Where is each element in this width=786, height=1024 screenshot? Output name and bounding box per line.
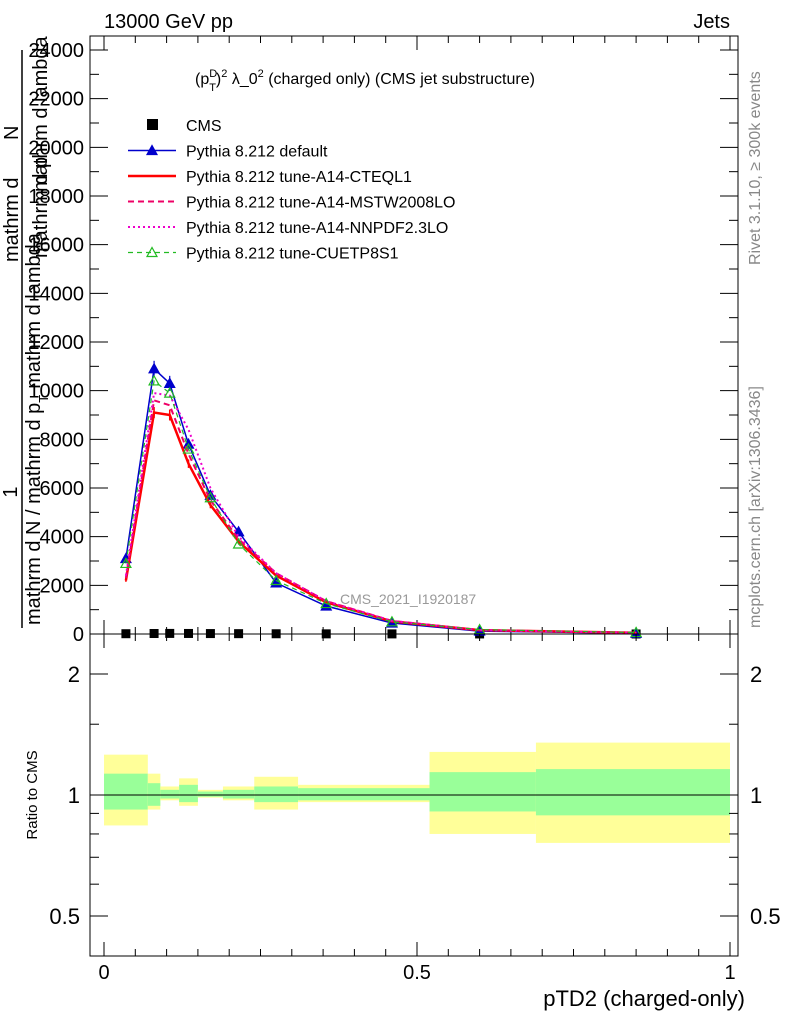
y-tick-label: 24000: [28, 40, 84, 62]
point-marker: [232, 525, 245, 537]
legend-label: Pythia 8.212 tune-A14-CTEQL1: [186, 169, 412, 186]
title-open: (p: [195, 71, 209, 88]
band-inner: [429, 772, 536, 812]
series-cuetp8s1: [119, 374, 643, 638]
ylabel-denominator: mathrm d N / mathrm d pTmathrm d lambda: [23, 232, 51, 625]
watermark: CMS_2021_I1920187: [340, 591, 476, 607]
ratio-y-tick-label: 1: [68, 783, 80, 808]
x-tick-label: 0: [98, 962, 109, 984]
band-inner: [160, 789, 180, 799]
cms-point: [184, 628, 194, 638]
ratio-y-tick-label-right: 2: [750, 662, 762, 687]
y-tick-label: 10000: [28, 381, 84, 403]
band-inner: [222, 789, 255, 799]
ylabel-num-d: mathrm d: [1, 178, 23, 262]
legend-label: Pythia 8.212 tune-CUETP8S1: [186, 246, 399, 263]
band-inner: [254, 786, 299, 803]
series-line: [125, 379, 637, 634]
y-tick-label: 4000: [40, 527, 85, 549]
point-marker: [385, 615, 398, 627]
y-tick-label: 14000: [28, 283, 84, 305]
legend-label: Pythia 8.212 tune-A14-NNPDF2.3LO: [186, 220, 448, 237]
ratio-y-tick-label: 0.5: [49, 904, 80, 929]
ylabel-den-sub: T: [36, 395, 51, 403]
legend-label: Pythia 8.212 tune-A14-MSTW2008LO: [186, 195, 455, 212]
y-tick-label: 16000: [28, 235, 84, 257]
ratio-panel: 0.5 0.5 1 1 2 2 0 0.5 1 Ratio to CMS pTD2 (charg…: [24, 633, 781, 1011]
legend-marker: [145, 246, 159, 258]
band-inner: [147, 783, 161, 806]
title-sq: 2: [221, 68, 227, 80]
legend-label: CMS: [186, 118, 222, 135]
ylabel-num-dl: mathrm d lambda: [30, 36, 52, 192]
legend: CMS Pythia 8.212 default Pythia 8.212 tune…: [128, 118, 455, 263]
y-tick-label: 12000: [28, 332, 84, 354]
x-tick-label: 1: [724, 962, 735, 984]
ratio-ticks: 0.5 0.5 1 1 2 2 0 0.5 1: [49, 634, 781, 984]
mcplots-label: mcplots.cern.ch [arXiv:1306.3436]: [747, 386, 764, 628]
plot-title: (pD T)2 λ_02 (charged only) (CMS jet subs…: [195, 68, 535, 94]
point-marker: [232, 537, 245, 549]
title-sup: D: [209, 68, 217, 80]
title-rest: (charged only) (CMS jet substructure): [264, 71, 535, 88]
ylabel-den-main: mathrm d N / mathrm d p: [23, 403, 45, 625]
band-inner: [179, 784, 198, 803]
point-marker: [270, 574, 283, 586]
ratio-y-tick-label-right: 0.5: [750, 904, 781, 929]
ratio-bands: [104, 742, 730, 843]
legend-item-a14_nnpdf: Pythia 8.212 tune-A14-NNPDF2.3LO: [128, 220, 448, 237]
header-right: Jets: [693, 11, 730, 33]
legend-item-a14_mstw: Pythia 8.212 tune-A14-MSTW2008LO: [128, 195, 455, 212]
ratio-y-tick-label: 2: [68, 662, 80, 687]
ylabel-den-lambda: mathrm d lambda: [23, 232, 45, 388]
point-marker: [119, 557, 132, 569]
band-inner: [197, 791, 223, 797]
ratio-y-tick-label-right: 1: [750, 783, 762, 808]
legend-label: Pythia 8.212 default: [186, 144, 328, 161]
legend-item-default: Pythia 8.212 default: [128, 144, 328, 161]
x-axis-label: pTD2 (charged-only): [543, 986, 745, 1011]
band-inner: [104, 773, 148, 810]
y-tick-label: 8000: [40, 429, 85, 451]
y-tick-label: 18000: [28, 186, 84, 208]
legend-marker: [147, 119, 158, 130]
ratio-y-label: Ratio to CMS: [24, 750, 41, 839]
y-tick-label: 20000: [28, 137, 84, 159]
legend-item-cuetp8s1: Pythia 8.212 tune-CUETP8S1: [128, 246, 399, 263]
legend-item-a14_cteql1: Pythia 8.212 tune-A14-CTEQL1: [128, 169, 412, 186]
title-lam: λ_0: [227, 71, 257, 88]
point-marker: [320, 597, 333, 609]
title-lamsq: 2: [258, 68, 264, 80]
x-tick-label: 0.5: [403, 962, 431, 984]
ylabel-one: 1: [0, 486, 22, 497]
point-marker: [148, 374, 161, 386]
point-marker: [182, 442, 195, 454]
main-y-label: 1 mathrm d N / mathrm d pTmathrm d lambd…: [0, 36, 52, 628]
header-left: 13000 GeV pp: [104, 11, 233, 33]
title-sub: T: [209, 82, 216, 94]
main-series: [119, 360, 643, 639]
main-panel: 0 2000 4000 6000 8000 10000 12000 14000 16000 180…: [28, 35, 739, 646]
point-marker: [148, 362, 161, 374]
title-close: ): [216, 71, 221, 88]
y-tick-label: 0: [73, 624, 84, 646]
ylabel-num-n: N: [1, 126, 23, 140]
band-inner: [535, 769, 730, 816]
cms-point: [165, 628, 175, 638]
band-inner: [298, 788, 430, 801]
point-marker: [163, 386, 176, 398]
ylabel-num-dp: mathrm d p: [30, 157, 52, 258]
main-y-ticks: 0 2000 4000 6000 8000 10000 12000 14000 16000 180…: [28, 40, 738, 646]
legend-item-cms: CMS: [147, 118, 222, 135]
y-tick-label: 2000: [40, 575, 85, 597]
y-tick-label: 22000: [28, 89, 84, 111]
rivet-label: Rivet 3.1.10, ≥ 300k events: [747, 71, 764, 265]
point-marker: [204, 491, 217, 503]
legend-marker: [145, 144, 159, 156]
y-tick-label: 6000: [40, 478, 85, 500]
